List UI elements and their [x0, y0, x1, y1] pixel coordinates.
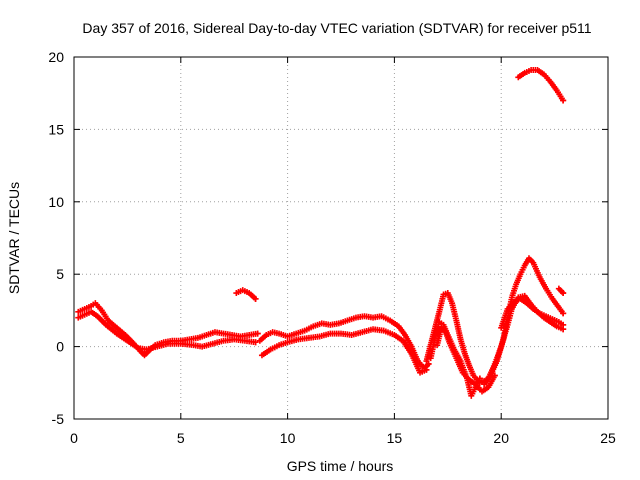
- data-point: [423, 366, 430, 373]
- x-axis-label: GPS time / hours: [287, 458, 394, 474]
- x-tick-label: 0: [70, 430, 78, 446]
- x-tick-label: 10: [280, 430, 296, 446]
- data-point: [254, 330, 261, 337]
- y-tick-label: 15: [48, 121, 64, 137]
- data-point: [560, 97, 567, 104]
- x-tick-label: 25: [600, 430, 616, 446]
- data-point: [560, 321, 567, 328]
- x-tick-label: 5: [177, 430, 185, 446]
- chart-title: Day 357 of 2016, Sidereal Day-to-day VTE…: [82, 20, 591, 36]
- y-tick-label: 5: [56, 266, 64, 282]
- series-short-arc-8h: [233, 287, 259, 302]
- x-tick-label: 20: [493, 430, 509, 446]
- plot-frame: [73, 56, 609, 420]
- y-tick-label: 0: [56, 339, 64, 355]
- series-bump-17h-c: [434, 324, 498, 395]
- data-point: [560, 290, 567, 297]
- series-short-arc-23h: [555, 285, 567, 297]
- axes: 0 5 10 15 20 25 -5 0 5 10 15 20: [48, 49, 616, 446]
- data-point: [476, 375, 483, 382]
- series-mid-trace: [256, 313, 432, 372]
- data-point: [252, 339, 259, 346]
- y-tick-label: -5: [52, 411, 65, 427]
- x-tick-label: 15: [387, 430, 403, 446]
- y-axis-label: SDTVAR / TECUs: [6, 182, 22, 294]
- series-rise-20h-c: [498, 295, 567, 331]
- y-tick-label: 20: [48, 49, 64, 65]
- y-tick-label: 10: [48, 194, 64, 210]
- series-early-trace-b: [75, 308, 259, 353]
- data-point: [560, 310, 567, 317]
- series-mid-trace-b: [258, 326, 430, 376]
- data-point: [252, 295, 259, 302]
- series-high-arc: [515, 67, 567, 104]
- data-points: [75, 67, 567, 399]
